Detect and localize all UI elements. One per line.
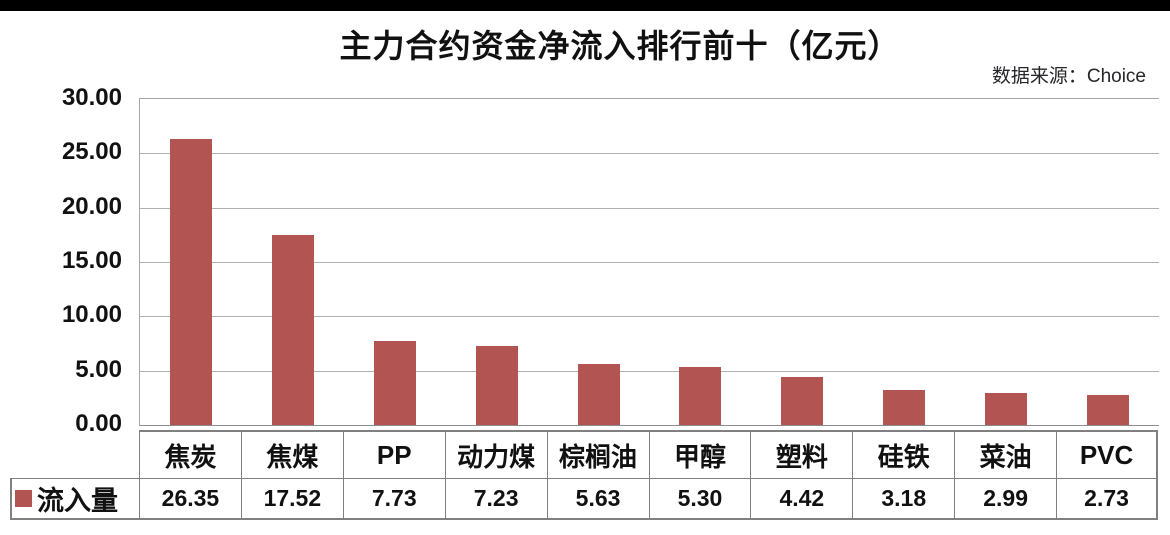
bar bbox=[475, 346, 518, 425]
bar bbox=[985, 392, 1028, 425]
value-cell: 26.35 bbox=[139, 478, 241, 520]
value-cell: 5.30 bbox=[648, 478, 751, 520]
y-axis-tick-label: 30.00 bbox=[61, 84, 122, 111]
gridline bbox=[140, 262, 1159, 263]
value-cell: 7.23 bbox=[444, 478, 547, 520]
gridline bbox=[140, 371, 1159, 372]
value-cell: 5.63 bbox=[546, 478, 649, 520]
bar bbox=[1087, 395, 1130, 425]
bar-column bbox=[1057, 99, 1159, 425]
bar-series bbox=[140, 99, 1159, 425]
data-table: 焦炭 焦煤 PP 动力煤 棕榈油 甲醇 塑料 硅铁 菜油 PVC 流入量 26.35 17.52 7.73… bbox=[10, 430, 1158, 520]
value-cell: 2.99 bbox=[954, 478, 1057, 520]
legend-cell: 流入量 bbox=[10, 478, 139, 520]
category-cell: PP bbox=[342, 430, 445, 478]
category-cell: 硅铁 bbox=[852, 430, 955, 478]
category-cell: 菜油 bbox=[954, 430, 1057, 478]
bar bbox=[781, 376, 824, 425]
bar bbox=[373, 341, 416, 425]
category-cell: PVC bbox=[1056, 430, 1158, 478]
y-axis-tick-label: 10.00 bbox=[61, 301, 122, 329]
bar-column bbox=[242, 99, 344, 425]
value-cell: 3.18 bbox=[852, 478, 955, 520]
category-cell: 棕榈油 bbox=[546, 430, 649, 478]
bar-column bbox=[853, 99, 955, 425]
value-cell: 7.73 bbox=[342, 478, 445, 520]
category-cell: 焦炭 bbox=[139, 430, 241, 478]
bar-column bbox=[751, 99, 853, 425]
top-letterbox-strip bbox=[0, 0, 1170, 11]
bar-column bbox=[344, 99, 446, 425]
series-name: 流入量 bbox=[37, 486, 118, 516]
gridline bbox=[140, 316, 1159, 317]
category-cell: 焦煤 bbox=[240, 430, 343, 478]
bar bbox=[679, 367, 722, 425]
y-axis-tick-label: 25.00 bbox=[61, 138, 122, 166]
gridline bbox=[140, 153, 1159, 154]
value-cell: 17.52 bbox=[240, 478, 343, 520]
bar bbox=[169, 138, 212, 425]
y-axis-tick-label: 5.00 bbox=[75, 355, 122, 383]
value-cell: 4.42 bbox=[750, 478, 853, 520]
bar bbox=[883, 390, 926, 425]
category-cell: 动力煤 bbox=[444, 430, 547, 478]
gridline bbox=[140, 208, 1159, 209]
plot-area bbox=[139, 98, 1159, 426]
bar-column bbox=[650, 99, 752, 425]
data-source-label: 数据来源：Choice bbox=[991, 66, 1146, 87]
bar-column bbox=[140, 99, 242, 425]
bar bbox=[271, 234, 314, 425]
y-axis-tick-label: 15.00 bbox=[61, 247, 122, 274]
bar-column bbox=[446, 99, 548, 425]
category-cell: 塑料 bbox=[750, 430, 853, 478]
bar-column bbox=[955, 99, 1057, 425]
bar bbox=[577, 363, 620, 425]
category-cell: 甲醇 bbox=[648, 430, 751, 478]
y-axis-tick-label: 20.00 bbox=[61, 192, 122, 220]
bar-column bbox=[548, 99, 650, 425]
y-axis-tick-label: 0.00 bbox=[75, 410, 122, 437]
y-axis: 30.00 25.00 20.00 15.00 10.00 5.00 0.00 bbox=[0, 84, 122, 437]
table-corner-cell bbox=[10, 430, 139, 478]
value-cell: 2.73 bbox=[1056, 478, 1158, 520]
legend-marker-icon bbox=[15, 490, 32, 507]
chart-title: 主力合约资金净流入排行前十（亿元） bbox=[339, 28, 901, 64]
